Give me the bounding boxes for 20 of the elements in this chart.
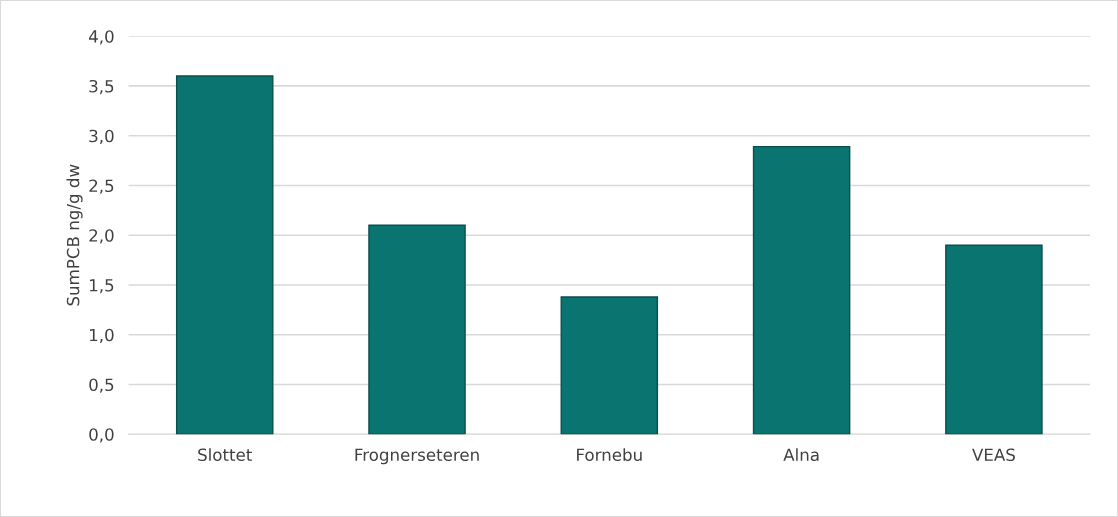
y-axis-title: SumPCB ng/g dw xyxy=(66,164,83,306)
x-tick-label: VEAS xyxy=(972,448,1015,462)
y-tick-label: 4,0 xyxy=(88,30,114,45)
x-tick-label: Fornebu xyxy=(577,448,642,462)
y-tick-label: 2,0 xyxy=(89,229,114,244)
bar xyxy=(368,224,466,435)
x-tick-label: Alna xyxy=(783,448,819,462)
y-tick-label: 1,5 xyxy=(90,279,114,294)
y-tick-label: 3,5 xyxy=(89,79,114,95)
y-tick-label: 0,5 xyxy=(89,378,114,393)
y-tick-label: 3,0 xyxy=(89,129,114,144)
y-tick-label: 1,0 xyxy=(90,328,114,344)
x-tick-label: Slottet xyxy=(198,448,252,462)
bar xyxy=(175,75,274,435)
x-tick-label: Frognerseteren xyxy=(355,448,479,465)
bar xyxy=(945,244,1043,435)
bar xyxy=(560,296,659,435)
bar xyxy=(752,145,851,435)
y-tick-label: 0,0 xyxy=(89,428,114,443)
y-tick-label: 2,5 xyxy=(89,179,114,194)
